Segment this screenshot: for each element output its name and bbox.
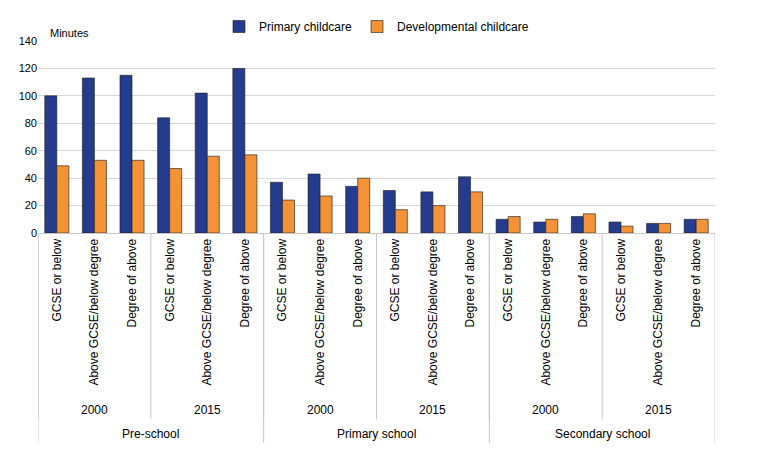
svg-text:Above GCSE/below degree: Above GCSE/below degree xyxy=(539,238,553,385)
svg-text:Developmental childcare: Developmental childcare xyxy=(397,20,529,34)
svg-text:120: 120 xyxy=(19,62,37,74)
svg-text:20: 20 xyxy=(25,199,37,211)
svg-text:Pre-school: Pre-school xyxy=(122,427,179,441)
svg-text:Above GCSE/below degree: Above GCSE/below degree xyxy=(426,238,440,385)
svg-text:Above GCSE/below degree: Above GCSE/below degree xyxy=(87,238,101,385)
svg-text:2015: 2015 xyxy=(645,403,672,417)
svg-text:Degree of above: Degree of above xyxy=(689,238,703,327)
svg-text:Degree of above: Degree of above xyxy=(238,238,252,327)
svg-text:Degree of above: Degree of above xyxy=(125,238,139,327)
svg-text:40: 40 xyxy=(25,172,37,184)
svg-text:Primary childcare: Primary childcare xyxy=(259,20,352,34)
svg-text:Degree of above: Degree of above xyxy=(351,238,365,327)
svg-text:Primary school: Primary school xyxy=(337,427,416,441)
svg-text:Degree of above: Degree of above xyxy=(576,238,590,327)
svg-text:GCSE or below: GCSE or below xyxy=(163,238,177,321)
svg-text:Secondary school: Secondary school xyxy=(555,427,650,441)
svg-text:60: 60 xyxy=(25,145,37,157)
svg-text:Minutes: Minutes xyxy=(50,27,89,39)
svg-text:0: 0 xyxy=(31,227,37,239)
svg-text:GCSE or below: GCSE or below xyxy=(614,238,628,321)
svg-text:80: 80 xyxy=(25,117,37,129)
svg-text:Above GCSE/below degree: Above GCSE/below degree xyxy=(651,238,665,385)
svg-text:GCSE or below: GCSE or below xyxy=(388,238,402,321)
svg-text:2000: 2000 xyxy=(307,403,334,417)
svg-text:GCSE or below: GCSE or below xyxy=(275,238,289,321)
svg-text:Degree of above: Degree of above xyxy=(463,238,477,327)
svg-text:100: 100 xyxy=(19,90,37,102)
svg-text:2000: 2000 xyxy=(81,403,108,417)
svg-text:2000: 2000 xyxy=(532,403,559,417)
svg-text:2015: 2015 xyxy=(194,403,221,417)
svg-text:140: 140 xyxy=(19,35,37,47)
svg-text:GCSE or below: GCSE or below xyxy=(501,238,515,321)
svg-text:2015: 2015 xyxy=(419,403,446,417)
svg-text:Above GCSE/below degree: Above GCSE/below degree xyxy=(200,238,214,385)
svg-text:GCSE or below: GCSE or below xyxy=(50,238,64,321)
svg-text:Above GCSE/below degree: Above GCSE/below degree xyxy=(313,238,327,385)
